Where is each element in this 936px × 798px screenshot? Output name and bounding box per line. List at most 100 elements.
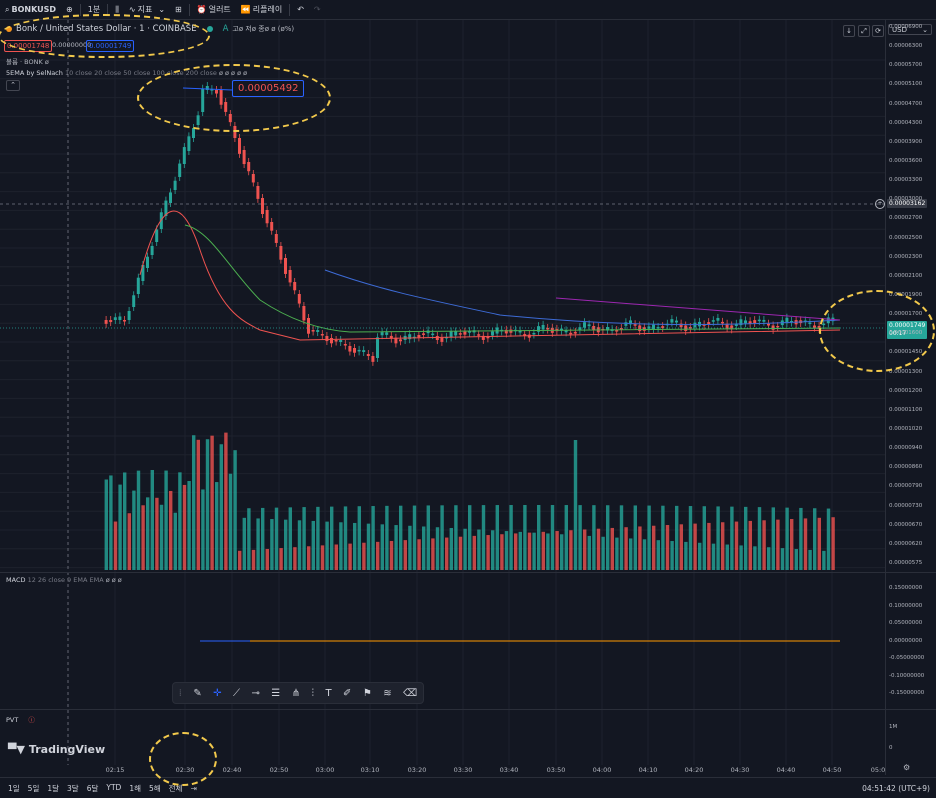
volume-bar xyxy=(426,505,430,570)
volume-series xyxy=(104,432,835,570)
drag-handle-icon[interactable]: ⁞ xyxy=(178,687,182,699)
alert-button[interactable]: ⏰ 얼러트 xyxy=(192,0,236,19)
candle-body xyxy=(164,200,168,216)
volume-bar xyxy=(808,549,812,570)
symbol-search[interactable]: ⌕ BONKUSD xyxy=(0,0,61,19)
time-tick: 04:20 xyxy=(684,766,704,774)
pen-icon[interactable]: ✐ xyxy=(342,687,352,699)
price-axis[interactable]: 0.00003162 0.00001749 00:17 0.00006900 0.… xyxy=(885,20,936,775)
volume-bar xyxy=(173,512,177,570)
indicators-button[interactable]: ∿ 지표 ⌄ xyxy=(124,0,170,19)
lines-icon[interactable]: ≋ xyxy=(383,687,392,699)
volume-bar xyxy=(141,505,145,570)
price-tick: 0.00001900 xyxy=(889,292,923,298)
projection-icon[interactable]: ⫶ xyxy=(311,687,315,699)
brush-icon[interactable]: ✎ xyxy=(193,687,202,699)
fib-icon[interactable]: ☰ xyxy=(271,687,281,699)
goto-date-icon[interactable]: ⇥ xyxy=(190,783,197,793)
horizontal-line-icon[interactable]: ⊸ xyxy=(251,687,260,699)
volume-value: ø xyxy=(44,58,49,66)
candle-body xyxy=(380,332,384,336)
candle-body xyxy=(546,327,550,330)
sell-price-button[interactable]: 0.00001748 xyxy=(4,40,53,52)
volume-bar xyxy=(652,525,656,570)
volume-bar xyxy=(274,507,279,570)
volume-bar xyxy=(767,547,771,570)
candle-body xyxy=(141,264,145,281)
symbol-title-row[interactable]: Bonk / United States Dollar · 1 · COINBA… xyxy=(6,24,294,34)
divider xyxy=(79,3,81,16)
candle-body xyxy=(219,90,223,105)
range-button[interactable]: 5일 xyxy=(27,783,40,793)
volume-bar xyxy=(813,508,817,570)
range-button[interactable]: 전체 xyxy=(168,783,183,793)
range-button[interactable]: 6달 xyxy=(86,783,99,793)
candle-body xyxy=(468,331,471,333)
settings-icon[interactable]: ⚙ xyxy=(903,763,911,772)
candle-body xyxy=(394,337,398,344)
buy-price-button[interactable]: 0.00001749 xyxy=(86,40,135,52)
pane-divider-macd-pvt[interactable] xyxy=(0,709,936,710)
scroll-down-button[interactable]: ↓ xyxy=(843,25,855,37)
range-button[interactable]: 3달 xyxy=(67,783,79,793)
replay-button[interactable]: ⏪ 리플레이 xyxy=(236,0,287,19)
volume-bar xyxy=(449,527,453,570)
candle-body xyxy=(615,330,619,332)
range-button[interactable]: 1일 xyxy=(8,783,20,793)
candle-body xyxy=(293,282,297,291)
tradingview-logo[interactable]: ▀▼ TradingView xyxy=(8,743,105,756)
candle-body xyxy=(449,331,453,338)
clock[interactable]: 04:51:42 (UTC+9) xyxy=(862,783,930,793)
price-tick: 0.00001200 xyxy=(889,387,923,394)
range-button[interactable]: 1해 xyxy=(129,783,141,793)
range-button[interactable]: 1달 xyxy=(47,783,60,793)
volume-bar xyxy=(113,521,118,570)
compare-button[interactable]: ⊕ xyxy=(61,0,78,19)
candle-body xyxy=(182,147,186,164)
price-tick: 0.00000620 xyxy=(889,540,923,547)
volume-bar xyxy=(224,432,228,570)
candle-body xyxy=(385,332,389,335)
volume-bar xyxy=(803,518,808,570)
chart-type-button[interactable]: ⫼ xyxy=(110,0,124,19)
candle-body xyxy=(150,245,154,255)
volume-bar xyxy=(210,435,214,570)
volume-bar xyxy=(357,506,361,570)
layouts-button[interactable]: ⊞ xyxy=(170,0,187,19)
range-button[interactable]: 5해 xyxy=(148,783,161,793)
currency-select[interactable]: USD ⌄ xyxy=(888,24,932,35)
interval-button[interactable]: 1분 xyxy=(87,5,101,14)
pitchfork-icon[interactable]: ⋔ xyxy=(291,687,301,699)
candle-body xyxy=(541,324,545,330)
volume-bar xyxy=(532,532,536,570)
candle-body xyxy=(629,320,632,325)
volume-bar xyxy=(776,519,780,570)
candle-body xyxy=(458,333,462,335)
crosshair-icon[interactable]: ✛ xyxy=(213,687,222,699)
redo-button[interactable]: ↷ xyxy=(309,0,326,19)
pane-divider-volume-macd[interactable] xyxy=(0,572,936,573)
candle-body xyxy=(173,180,177,190)
volume-bar xyxy=(187,481,191,570)
main-chart[interactable] xyxy=(0,20,885,775)
range-button[interactable]: YTD xyxy=(106,782,122,792)
volume-bar xyxy=(270,519,274,570)
collapse-legend-button[interactable]: ⌃ xyxy=(6,80,20,91)
candle-body xyxy=(454,331,458,336)
trend-line-icon[interactable]: ⟋ xyxy=(233,687,240,699)
indicators-label: 지표 xyxy=(137,5,153,14)
reset-button[interactable]: ⟳ xyxy=(872,25,884,37)
text-icon[interactable]: T xyxy=(325,687,332,699)
undo-button[interactable]: ↶ xyxy=(292,0,309,19)
volume-bar xyxy=(320,545,325,570)
fullscreen-button[interactable]: ⤢ xyxy=(858,25,870,37)
pin-icon[interactable]: ⚑ xyxy=(362,687,372,699)
crosshair-add-icon[interactable]: + xyxy=(875,199,885,209)
candle-body xyxy=(187,136,191,151)
price-tick: 0.00005700 xyxy=(889,62,923,69)
candle-body xyxy=(491,331,494,336)
eraser-icon[interactable]: ⌫ xyxy=(403,687,418,699)
candle-body xyxy=(343,344,347,346)
candle-body xyxy=(725,323,729,329)
time-tick: 04:10 xyxy=(638,766,658,774)
